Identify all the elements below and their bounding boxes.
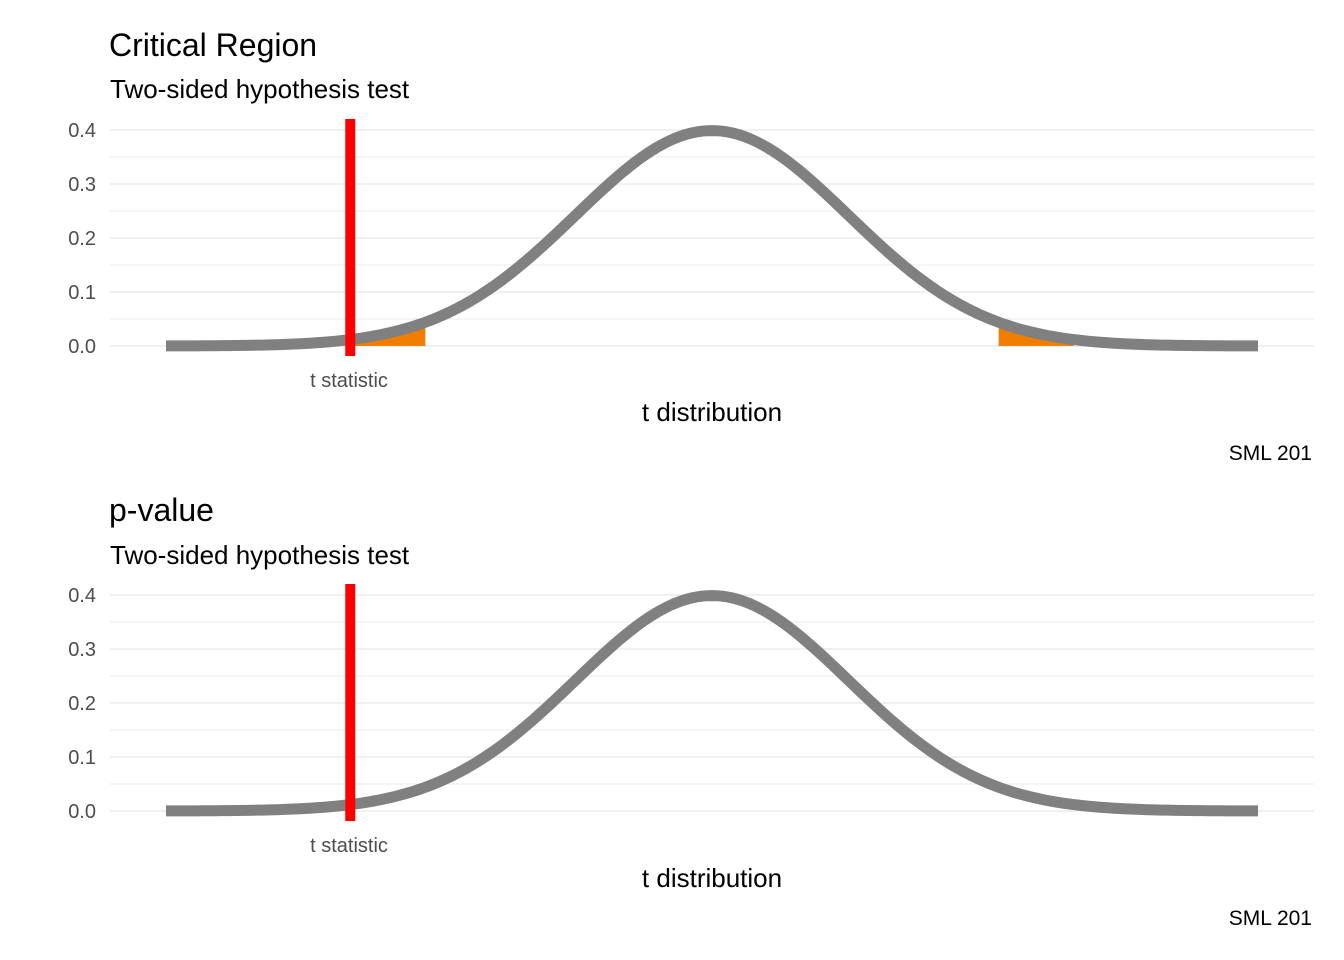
x-tick-label-t-statistic: t statistic	[310, 835, 388, 857]
x-axis-label: t distribution	[642, 397, 782, 427]
t-statistic-line	[345, 119, 356, 356]
chart-subtitle: Two-sided hypothesis test	[110, 74, 410, 104]
caption: SML 201	[1229, 907, 1312, 930]
y-tick-labels: 0.0 0.1 0.2 0.3 0.4	[68, 585, 96, 823]
y-tick-label: 0.4	[68, 585, 96, 607]
y-tick-label: 0.0	[68, 336, 96, 358]
t-statistic-line	[345, 584, 356, 821]
tail-areas	[350, 322, 1074, 346]
y-tick-label: 0.1	[68, 747, 96, 769]
y-tick-label: 0.1	[68, 282, 96, 304]
chart-panel-critical-region: Critical Region Two-sided hypothesis tes…	[68, 27, 1314, 465]
y-tick-labels: 0.0 0.1 0.2 0.3 0.4	[68, 120, 96, 358]
t-statistic-lines	[345, 584, 356, 821]
y-tick-label: 0.2	[68, 693, 96, 715]
chart-title: Critical Region	[109, 27, 317, 63]
t-statistic-lines	[345, 119, 356, 356]
y-tick-label: 0.3	[68, 174, 96, 196]
grid	[110, 129, 1314, 347]
y-tick-label: 0.3	[68, 639, 96, 661]
y-tick-label: 0.4	[68, 120, 96, 142]
x-tick-label-t-statistic: t statistic	[310, 370, 388, 392]
chart-title: p-value	[109, 492, 214, 528]
chart-subtitle: Two-sided hypothesis test	[110, 540, 410, 570]
x-axis-label: t distribution	[642, 863, 782, 893]
caption: SML 201	[1229, 442, 1312, 465]
chart-panel-p-value: p-value Two-sided hypothesis test 0.0 0.1…	[68, 492, 1314, 930]
grid	[110, 594, 1314, 812]
y-tick-label: 0.2	[68, 228, 96, 250]
y-tick-label: 0.0	[68, 801, 96, 823]
